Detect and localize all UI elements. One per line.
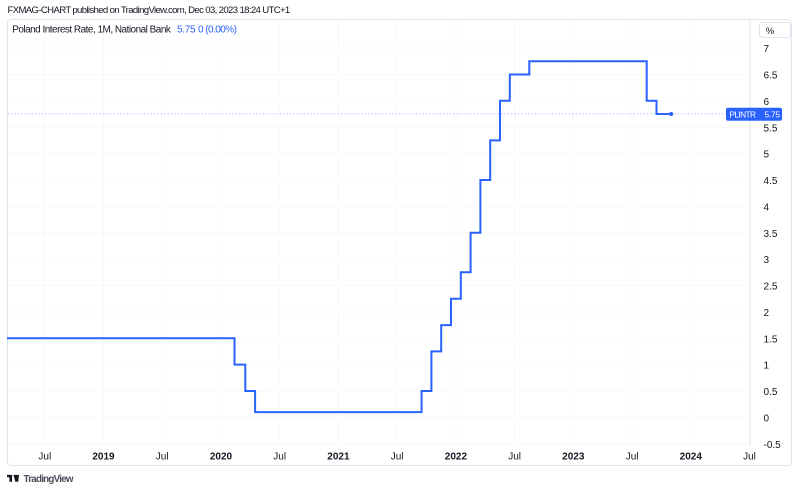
svg-text:2.5: 2.5	[764, 282, 778, 293]
svg-text:Jul: Jul	[156, 452, 169, 463]
svg-text:4.5: 4.5	[764, 176, 778, 187]
svg-text:2019: 2019	[92, 452, 115, 463]
svg-text:Jul: Jul	[273, 452, 286, 463]
svg-text:5.75: 5.75	[764, 110, 780, 120]
svg-text:7: 7	[764, 44, 770, 55]
svg-text:TradingView: TradingView	[24, 474, 74, 485]
svg-text:Poland Interest Rate, 1M, Nati: Poland Interest Rate, 1M, National Bank	[12, 25, 172, 36]
svg-text:0 (0.00%): 0 (0.00%)	[198, 25, 237, 36]
svg-text:3: 3	[764, 255, 770, 266]
svg-text:1: 1	[764, 361, 770, 372]
svg-text:2024: 2024	[680, 452, 703, 463]
svg-text:Jul: Jul	[508, 452, 521, 463]
svg-text:0.5: 0.5	[764, 387, 778, 398]
svg-text:2022: 2022	[445, 452, 468, 463]
svg-text:5.5: 5.5	[764, 123, 778, 134]
svg-text:2020: 2020	[210, 452, 233, 463]
svg-text:6: 6	[764, 97, 770, 108]
svg-text:FXMAG-CHART published on Tradi: FXMAG-CHART published on TradingView.com…	[8, 5, 290, 16]
svg-text:PLINTR: PLINTR	[730, 110, 757, 120]
svg-text:1.5: 1.5	[764, 334, 778, 345]
svg-text:-0.5: -0.5	[764, 440, 782, 451]
svg-text:Jul: Jul	[626, 452, 639, 463]
svg-text:6.5: 6.5	[764, 71, 778, 82]
svg-text:5.75: 5.75	[177, 25, 196, 36]
svg-text:4: 4	[764, 203, 770, 214]
svg-text:Jul: Jul	[391, 452, 404, 463]
svg-text:5: 5	[764, 150, 770, 161]
svg-text:2: 2	[764, 308, 770, 319]
svg-text:0: 0	[764, 414, 770, 425]
svg-text:2021: 2021	[327, 452, 350, 463]
svg-text:2023: 2023	[562, 452, 585, 463]
svg-text:Jul: Jul	[38, 452, 51, 463]
svg-text:Jul: Jul	[743, 452, 756, 463]
svg-text:3.5: 3.5	[764, 229, 778, 240]
svg-text:%: %	[766, 26, 775, 37]
